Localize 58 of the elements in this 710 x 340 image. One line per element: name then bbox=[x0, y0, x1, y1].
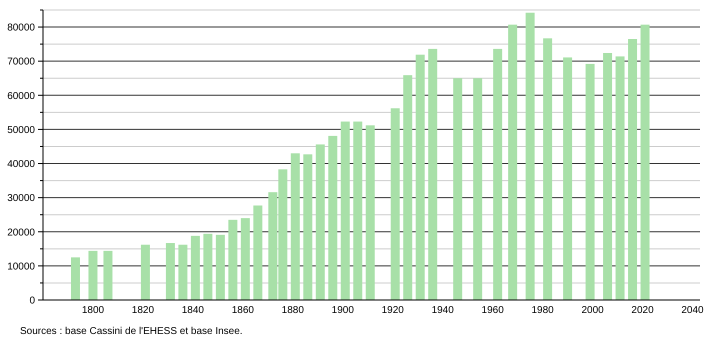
bar bbox=[316, 144, 325, 300]
bar bbox=[628, 39, 638, 300]
bar bbox=[616, 56, 625, 300]
y-tick-label: 30000 bbox=[7, 193, 36, 204]
bar bbox=[453, 78, 462, 300]
bar bbox=[543, 38, 552, 300]
bar bbox=[178, 244, 188, 300]
x-tick-label: 1980 bbox=[531, 305, 554, 316]
bar bbox=[403, 75, 412, 300]
bar bbox=[390, 108, 400, 300]
y-tick-label: 70000 bbox=[7, 56, 36, 68]
bar bbox=[166, 243, 175, 300]
bar bbox=[586, 64, 595, 300]
x-tick-label: 2000 bbox=[581, 305, 604, 316]
bar bbox=[366, 125, 375, 300]
x-tick-label: 1920 bbox=[382, 305, 404, 316]
bar bbox=[88, 250, 98, 300]
x-tick-label: 1880 bbox=[282, 305, 304, 316]
y-tick-label: 20000 bbox=[7, 227, 36, 238]
bar bbox=[240, 218, 250, 300]
y-tick-label: 10000 bbox=[7, 261, 36, 272]
y-tick-label: 0 bbox=[29, 296, 36, 306]
x-tick-label: 1900 bbox=[332, 305, 354, 316]
bar bbox=[508, 24, 518, 300]
bar bbox=[563, 57, 572, 300]
bar bbox=[428, 48, 438, 300]
bar bbox=[493, 48, 502, 300]
y-tick-label: 60000 bbox=[7, 90, 36, 102]
bar bbox=[290, 153, 300, 300]
bar bbox=[253, 205, 262, 300]
source-note: Sources : base Cassini de l'EHESS et base Insee. bbox=[20, 326, 243, 337]
bar bbox=[473, 78, 482, 300]
x-tick-label: 2020 bbox=[631, 305, 654, 316]
x-tick-label: 1840 bbox=[182, 305, 204, 316]
bar bbox=[603, 52, 612, 300]
bar bbox=[203, 234, 212, 300]
bar bbox=[353, 122, 362, 300]
y-tick-label: 50000 bbox=[7, 124, 36, 136]
x-tick-label: 1940 bbox=[432, 305, 454, 316]
x-tick-label: 2040 bbox=[681, 305, 704, 316]
bar bbox=[526, 12, 535, 300]
bar bbox=[328, 136, 338, 300]
x-tick-label: 1960 bbox=[482, 305, 504, 316]
bar bbox=[416, 54, 425, 300]
x-tick-label: 1860 bbox=[232, 305, 254, 316]
bar bbox=[303, 154, 312, 300]
bar bbox=[140, 244, 150, 300]
x-tick-label: 1820 bbox=[132, 305, 154, 316]
bar bbox=[228, 220, 238, 300]
y-tick-label: 40000 bbox=[7, 159, 36, 170]
y-tick-label: 80000 bbox=[7, 22, 36, 34]
bar bbox=[640, 24, 650, 300]
bar bbox=[103, 250, 112, 300]
x-tick-label: 1800 bbox=[82, 305, 105, 316]
bar bbox=[340, 122, 350, 300]
bar bbox=[70, 257, 80, 300]
bar bbox=[190, 236, 200, 300]
bar bbox=[216, 234, 225, 300]
